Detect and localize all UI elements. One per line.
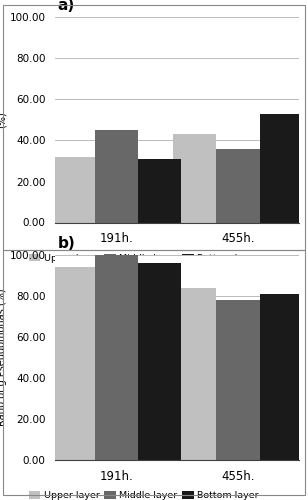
Bar bbox=[260, 114, 303, 222]
Text: a): a) bbox=[58, 0, 75, 14]
Text: b): b) bbox=[58, 236, 76, 251]
Bar bbox=[138, 159, 181, 222]
Bar bbox=[51, 157, 95, 222]
Bar bbox=[138, 263, 181, 460]
Legend: Upper layer, Middle layer, Bottom layer: Upper layer, Middle layer, Bottom layer bbox=[29, 492, 259, 500]
Bar bbox=[173, 134, 216, 222]
Bar bbox=[95, 130, 138, 222]
Bar bbox=[51, 268, 95, 460]
Legend: Upper layer, Middle layer, Bottom layer: Upper layer, Middle layer, Bottom layer bbox=[29, 254, 259, 263]
Bar bbox=[216, 148, 260, 222]
Bar bbox=[95, 255, 138, 460]
Y-axis label: Ratio of g.Pseudomonas (%): Ratio of g.Pseudomonas (%) bbox=[0, 288, 7, 426]
Bar bbox=[173, 288, 216, 460]
Bar bbox=[216, 300, 260, 460]
Bar bbox=[260, 294, 303, 460]
Y-axis label: Ratio of g.Pseudomonas (FISH)
(%): Ratio of g.Pseudomonas (FISH) (%) bbox=[0, 45, 7, 195]
